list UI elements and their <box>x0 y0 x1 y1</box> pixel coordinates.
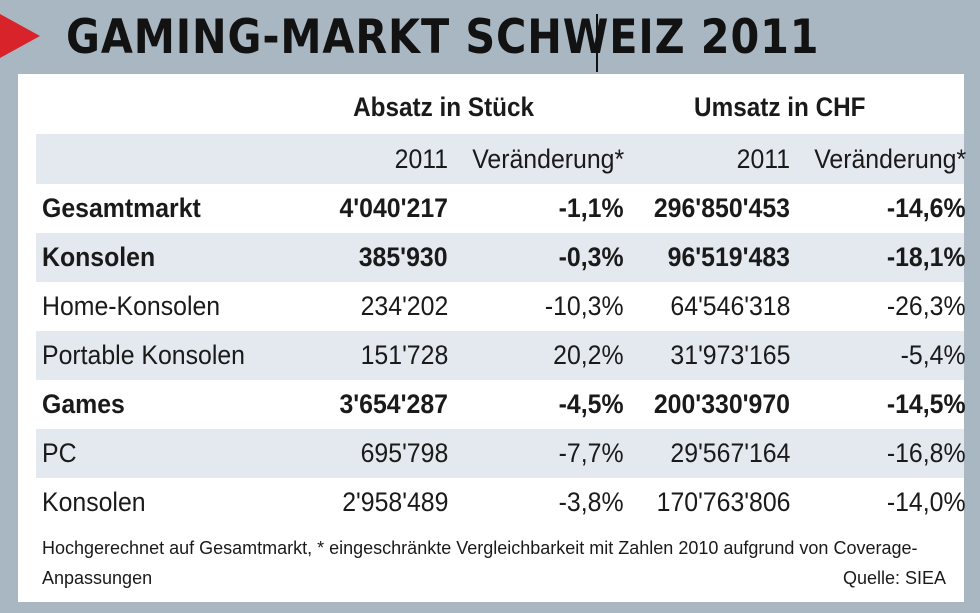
table-cell: 234'202 <box>360 291 448 321</box>
header: GAMING-MARKT SCHWEIZ 2011 <box>0 0 980 72</box>
table-cell: -5,4% <box>901 340 966 370</box>
group-header-absatz: Absatz in Stück <box>353 92 534 122</box>
table-cell: -3,8% <box>559 487 624 517</box>
table-cell: -26,3% <box>887 291 966 321</box>
table-cell: -14,0% <box>887 487 966 517</box>
footnote: Hochgerechnet auf Gesamtmarkt, * eingesc… <box>42 538 918 588</box>
table-cell: -4,5% <box>559 389 624 419</box>
table-cell: 296'850'453 <box>653 193 790 223</box>
table-cell: -14,5% <box>887 389 966 419</box>
table-cell: -0,3% <box>559 242 624 272</box>
table-cell: 4'040'217 <box>339 193 448 223</box>
table-cell: 2'958'489 <box>341 487 448 517</box>
table-cell: 31'973'165 <box>669 340 790 370</box>
row-label: Konsolen <box>42 242 156 272</box>
table-row: Home-Konsolen 234'202 -10,3% 64'546'318 -26,… <box>36 282 966 331</box>
column-header-2: 2011 <box>736 144 790 174</box>
row-label: Portable Konsolen <box>42 340 246 370</box>
table-panel: Absatz in Stück Umsatz in CHF 2011 Veränd… <box>18 74 966 602</box>
table-row: Games 3'654'287 -4,5% 200'330'970 -14,5% <box>36 380 966 429</box>
page-title: GAMING-MARKT SCHWEIZ 2011 <box>66 10 820 65</box>
table-cell: 3'654'287 <box>339 389 448 419</box>
table-row: Gesamtmarkt 4'040'217 -1,1% 296'850'453 -14,… <box>36 184 966 233</box>
group-header-umsatz: Umsatz in CHF <box>694 92 866 122</box>
table-cell: -7,7% <box>559 438 624 468</box>
table-row: Portable Konsolen 151'728 20,2% 31'973'165 -… <box>36 331 966 380</box>
table-cell: 695'798 <box>360 438 448 468</box>
column-header-1: Veränderung* <box>472 144 624 174</box>
table-cell: -1,1% <box>559 193 624 223</box>
column-header-3: Veränderung* <box>814 144 966 174</box>
table-cell: 20,2% <box>553 340 624 370</box>
row-label: Games <box>42 389 125 419</box>
column-header-0: 2011 <box>394 144 448 174</box>
table-cell: -14,6% <box>887 193 966 223</box>
table-row: PC 695'798 -7,7% 29'567'164 -16,8% <box>36 429 966 478</box>
table-cell: 151'728 <box>360 340 448 370</box>
table-cell: -18,1% <box>887 242 966 272</box>
table-cell: 170'763'806 <box>656 487 790 517</box>
table-cell: 29'567'164 <box>669 438 790 468</box>
table-cell: -10,3% <box>545 291 624 321</box>
column-header-row: 2011 Veränderung* 2011 Veränderung* <box>36 134 966 184</box>
title-divider <box>596 14 598 72</box>
row-label: Home-Konsolen <box>42 291 221 321</box>
table-row: Konsolen 2'958'489 -3,8% 170'763'806 -14,0% <box>36 478 966 527</box>
table-row: Konsolen 385'930 -0,3% 96'519'483 -18,1% <box>36 233 966 282</box>
table-cell: 385'930 <box>359 242 448 272</box>
row-label: Gesamtmarkt <box>42 193 201 223</box>
row-label: Konsolen <box>42 487 146 517</box>
red-arrow-icon <box>0 14 40 58</box>
source-label: Quelle: SIEA <box>842 568 946 588</box>
row-label: PC <box>42 438 77 468</box>
table-cell: -16,8% <box>887 438 966 468</box>
table-cell: 96'519'483 <box>667 242 790 272</box>
table-cell: 64'546'318 <box>669 291 790 321</box>
table-cell: 200'330'970 <box>653 389 790 419</box>
